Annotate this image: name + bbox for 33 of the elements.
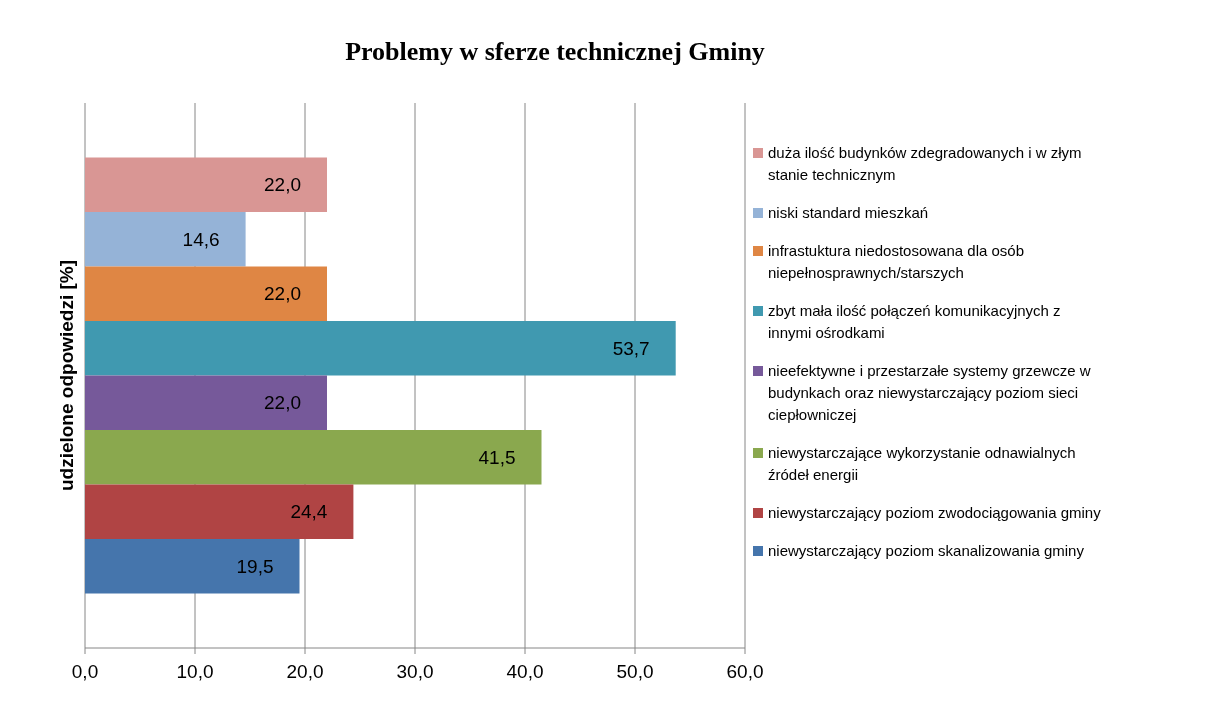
data-label: 41,5 (478, 446, 516, 468)
bar (85, 375, 327, 430)
legend-label: niski standard mieszkań (768, 204, 929, 221)
x-tick-label: 10,0 (176, 661, 214, 682)
bar (85, 430, 542, 485)
y-axis-title: udzielone odpowiedzi [%] (56, 259, 77, 492)
data-label: 22,0 (264, 392, 301, 414)
data-label: 24,4 (290, 501, 328, 523)
legend-label: niewystarczający poziom skanalizowania gminy (768, 542, 1085, 559)
x-tick-label: 0,0 (71, 661, 99, 682)
legend-label: nieefektywne i przestarzałe systemy grzewcze w budynkach oraz niewystarczający poziom sieci ciepłowniczej (768, 362, 1091, 423)
bar (85, 484, 354, 539)
bar (85, 266, 327, 321)
bar (85, 539, 300, 594)
bar (85, 321, 676, 376)
x-tick-label: 20,0 (286, 661, 324, 682)
x-tick-label: 50,0 (616, 661, 654, 682)
bar (85, 212, 246, 267)
legend-label: duża ilość budynków zdegradowanych i w złym stanie technicznym (768, 144, 1082, 183)
data-label: 22,0 (264, 174, 301, 196)
x-tick-label: 30,0 (396, 661, 434, 682)
x-tick-label: 40,0 (506, 661, 544, 682)
x-tick-label: 60,0 (726, 661, 764, 682)
data-label: 53,7 (612, 337, 650, 359)
legend-label: zbyt mała ilość połączeń komunikacyjnych z innymi ośrodkami (768, 302, 1061, 341)
legend-label: niewystarczające wykorzystanie odnawialnych źródeł energii (768, 444, 1076, 483)
chart-title: Problemy w sferze technicznej Gminy (345, 37, 765, 66)
data-label: 22,0 (264, 283, 301, 305)
legend-label: niewystarczający poziom zwodociągowania gminy (768, 504, 1102, 521)
data-label: 14,6 (182, 228, 220, 250)
data-label: 19,5 (236, 555, 274, 577)
bar (85, 157, 327, 212)
legend-label: infrastuktura niedostosowana dla osób niepełnosprawnych/starszych (768, 242, 1024, 281)
